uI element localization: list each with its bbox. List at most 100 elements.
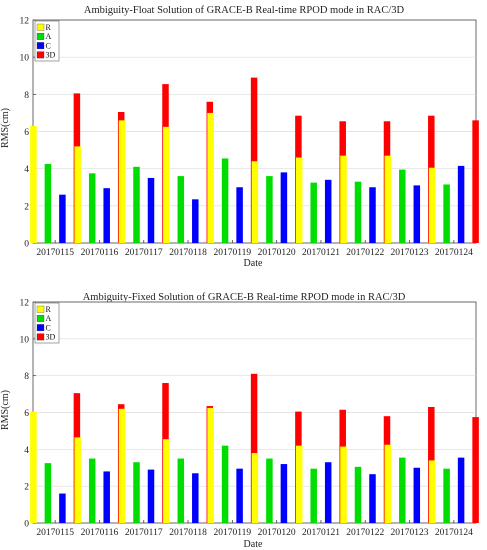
- bar-r: [74, 146, 81, 243]
- y-axis-label: RMS(cm): [0, 108, 11, 148]
- y-tick-label: 10: [20, 335, 30, 345]
- fixed-solution-chart: Ambiguity-Fixed Solution of GRACE-B Real…: [0, 292, 479, 550]
- legend-swatch-a: [36, 315, 45, 322]
- y-tick-label: 0: [24, 520, 29, 530]
- bar-a: [399, 457, 406, 523]
- legend-swatch-c: [36, 42, 45, 50]
- bar-r: [384, 444, 392, 523]
- bar-c: [103, 188, 110, 243]
- bar-a: [266, 176, 273, 243]
- bar-r: [251, 161, 259, 243]
- x-axis-label: Date: [244, 258, 263, 269]
- legend-label-r: R: [46, 23, 52, 32]
- bar-c: [413, 467, 421, 523]
- bar-c: [369, 474, 376, 523]
- bar-c: [324, 179, 332, 243]
- y-tick-label: 4: [24, 446, 29, 456]
- legend-swatch-3d: [36, 333, 45, 341]
- y-tick-label: 2: [24, 202, 29, 212]
- bar-a: [399, 169, 406, 243]
- chart-title: Ambiguity-Fixed Solution of GRACE-B Real…: [83, 292, 406, 303]
- bar-a: [44, 463, 52, 523]
- legend-swatch-r: [36, 305, 45, 313]
- bar-a: [133, 462, 140, 523]
- legend-swatch-3d: [36, 51, 45, 59]
- x-axis-label: Date: [244, 539, 263, 550]
- bar-r: [207, 407, 214, 523]
- x-tick-label: 20170124: [435, 528, 473, 538]
- x-tick-label: 20170122: [346, 248, 384, 258]
- y-tick-label: 12: [20, 17, 30, 27]
- bar-a: [354, 181, 362, 243]
- y-tick-label: 12: [20, 299, 30, 309]
- bar-a: [88, 458, 96, 523]
- bar-c: [192, 199, 199, 243]
- bar-c: [192, 473, 199, 523]
- x-tick-label: 20170115: [36, 528, 74, 538]
- bar-c: [147, 177, 155, 243]
- x-tick-label: 20170118: [169, 248, 207, 258]
- bar-c: [280, 464, 288, 523]
- bar-r: [207, 112, 214, 244]
- legend-label-3d: 3D: [46, 333, 56, 342]
- bar-r: [118, 120, 126, 243]
- legend-label-a: A: [46, 314, 52, 323]
- bar-c: [236, 468, 243, 523]
- bar-r: [251, 453, 259, 523]
- bar-c: [59, 194, 66, 243]
- x-tick-label: 20170119: [214, 248, 252, 258]
- bar-a: [354, 466, 362, 523]
- bar-3d: [472, 417, 479, 523]
- y-tick-label: 8: [24, 91, 29, 101]
- bar-a: [133, 166, 140, 243]
- bar-r: [118, 408, 126, 523]
- x-tick-label: 20170124: [435, 248, 473, 258]
- bar-c: [457, 457, 465, 523]
- bar-c: [413, 185, 421, 243]
- bar-c: [103, 471, 110, 523]
- x-tick-label: 20170115: [36, 248, 74, 258]
- bar-r: [384, 155, 392, 243]
- x-tick-label: 20170116: [81, 528, 119, 538]
- x-tick-label: 20170118: [169, 528, 207, 538]
- y-tick-label: 2: [24, 483, 29, 493]
- bar-r: [295, 445, 303, 523]
- bar-c: [280, 172, 288, 243]
- x-tick-label: 20170120: [258, 248, 296, 258]
- legend-swatch-c: [36, 324, 45, 332]
- legend-swatch-a: [36, 33, 45, 40]
- bar-r: [163, 439, 170, 523]
- legend-label-c: C: [46, 323, 51, 332]
- bar-r: [30, 411, 37, 523]
- bar-r: [163, 126, 170, 243]
- bar-a: [88, 173, 96, 243]
- bar-a: [177, 458, 185, 523]
- y-tick-label: 4: [24, 165, 29, 175]
- bar-3d: [472, 120, 479, 243]
- bar-3d: [250, 373, 258, 523]
- x-tick-label: 20170116: [81, 248, 119, 258]
- x-tick-label: 20170117: [125, 248, 163, 258]
- y-tick-label: 10: [20, 54, 30, 64]
- bar-c: [236, 187, 243, 243]
- float-solution-chart: Ambiguity-Float Solution of GRACE-B Real…: [0, 5, 479, 269]
- bar-a: [221, 158, 229, 243]
- y-tick-label: 6: [24, 128, 29, 138]
- bar-a: [443, 184, 450, 243]
- x-tick-label: 20170123: [391, 248, 429, 258]
- x-tick-label: 20170119: [214, 528, 252, 538]
- legend-label-a: A: [46, 32, 52, 41]
- bar-a: [310, 182, 317, 243]
- x-tick-label: 20170122: [346, 528, 384, 538]
- x-tick-label: 20170121: [302, 528, 340, 538]
- x-tick-label: 20170120: [258, 528, 296, 538]
- legend-swatch-r: [36, 23, 45, 31]
- legend-label-r: R: [46, 305, 52, 314]
- bar-r: [428, 460, 436, 523]
- y-tick-label: 8: [24, 372, 29, 382]
- bar-r: [340, 446, 347, 523]
- bar-r: [428, 167, 436, 243]
- x-tick-label: 20170121: [302, 248, 340, 258]
- bar-a: [177, 176, 185, 243]
